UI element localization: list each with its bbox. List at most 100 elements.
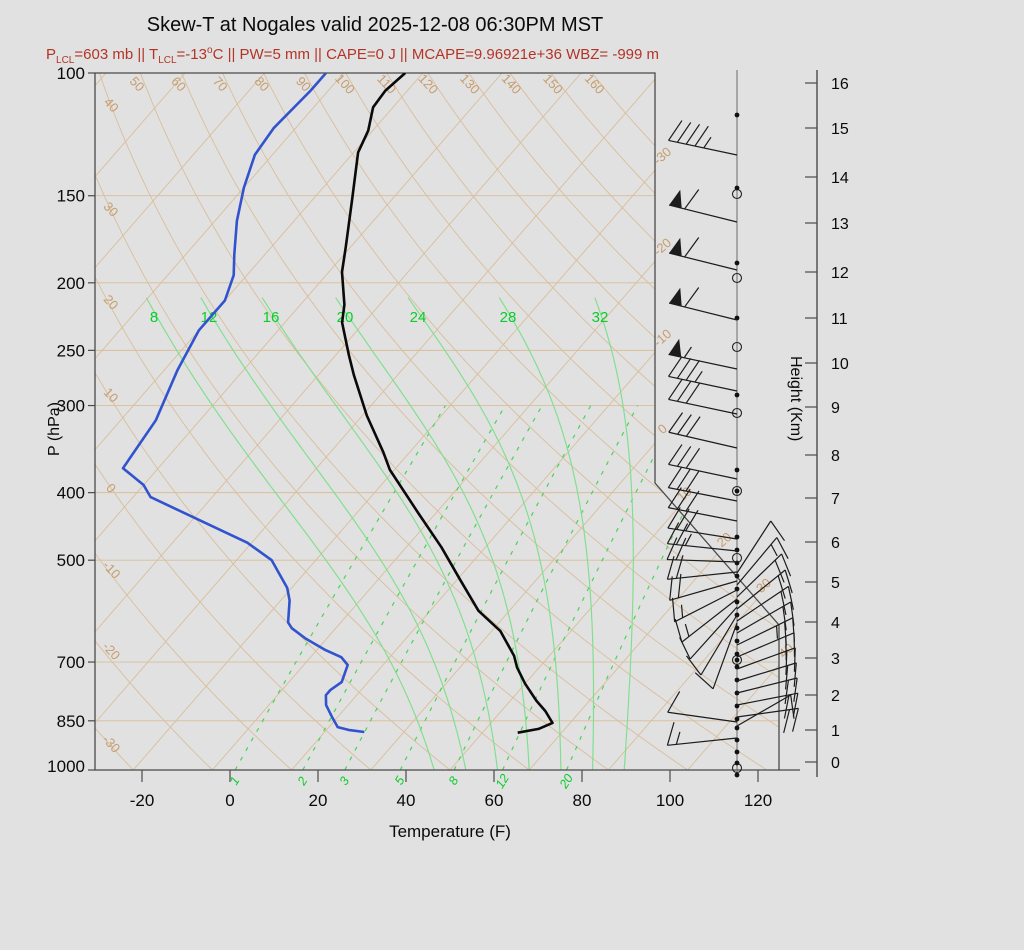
wind-barb-shaft <box>668 507 738 522</box>
wind-barb-feather <box>774 559 785 583</box>
height-tick-label: 12 <box>831 265 849 282</box>
wind-barb-feather <box>668 356 683 377</box>
wind-barb-feather <box>793 647 796 672</box>
dry-adiabat-line <box>95 73 292 770</box>
moist-adiabat-line <box>407 297 562 770</box>
station-dot <box>734 760 740 766</box>
dry-adiabat-line <box>550 73 779 770</box>
subtitle-part: P <box>46 46 57 63</box>
x-tick-label: 60 <box>485 791 504 810</box>
wind-barb-half-feather <box>684 533 692 546</box>
wind-barb-shaft <box>736 553 783 598</box>
height-tick-label: 2 <box>831 688 840 705</box>
isotherm-line <box>95 73 582 770</box>
wind-barb-feather <box>685 490 700 512</box>
dry-adiabat-label-top: 70 <box>210 74 231 95</box>
pressure-tick-label: 400 <box>57 484 85 503</box>
wind-barb-shaft <box>667 571 738 580</box>
pressure-tick-label: 300 <box>57 397 85 416</box>
wind-barb-feather <box>793 662 797 687</box>
dry-adiabat-line <box>98 73 688 770</box>
mixing-ratio-line <box>302 405 506 770</box>
wind-barb-feather <box>666 722 675 746</box>
moist-adiabat-line <box>335 297 530 770</box>
wind-barb-shaft <box>736 569 786 610</box>
wind-barb-feather <box>667 691 681 713</box>
dry-adiabat-line <box>95 73 213 770</box>
wind-barb-shaft <box>668 463 738 480</box>
wind-barb-feather <box>666 556 675 580</box>
dry-adiabat-line <box>304 73 779 770</box>
wind-barb-shaft <box>736 662 797 682</box>
moist-adiabat-label: 20 <box>337 309 354 326</box>
wind-barb-shaft <box>736 585 789 622</box>
wind-barb-feather <box>668 120 683 141</box>
station-dot <box>734 547 740 553</box>
x-tick-label: 20 <box>309 791 328 810</box>
wind-barb-feather <box>675 537 687 561</box>
wind-barb-feather <box>777 575 786 599</box>
isotherm-line <box>528 73 779 770</box>
wind-barb-feather <box>686 655 702 676</box>
height-tick-label: 4 <box>831 615 840 632</box>
wind-barb-feather <box>792 708 799 732</box>
isotherm-line <box>370 73 779 770</box>
isotherm-label: 20 <box>714 529 735 550</box>
pressure-tick-label: 150 <box>57 187 85 206</box>
station-dot <box>734 749 740 755</box>
station-circle <box>731 485 743 497</box>
mixing-ratio-label: 1 <box>227 774 243 787</box>
dry-adiabat-label-top: 140 <box>499 71 525 97</box>
height-tick-label: 5 <box>831 575 840 592</box>
station-dot <box>734 392 740 398</box>
wind-barb-shaft <box>736 632 795 658</box>
wind-barb-feather <box>685 447 701 469</box>
isotherm-line <box>95 73 503 770</box>
pressure-tick-label: 700 <box>57 653 85 672</box>
wind-barb-feather <box>676 446 692 467</box>
x-tick-label: 80 <box>573 791 592 810</box>
x-tick-label: 0 <box>225 791 234 810</box>
height-tick-label: 3 <box>831 651 840 668</box>
wind-barb-feather <box>676 468 691 490</box>
height-tick-label: 9 <box>831 400 840 417</box>
wind-barb-feather <box>684 287 700 308</box>
station-dot <box>734 725 740 731</box>
station-dot <box>734 260 740 266</box>
wind-barb-feather <box>666 537 678 560</box>
dry-adiabat-line <box>95 73 530 770</box>
wind-barb-feather <box>781 553 792 577</box>
wind-barb-feather <box>792 693 799 717</box>
pressure-axis: 100 150 200 250 300 400 500 700 850 1000 <box>47 64 95 776</box>
wind-barb-feather <box>675 555 684 579</box>
wind-barb-shaft <box>668 431 738 449</box>
wind-barb-feather <box>679 637 691 660</box>
isotherm-line <box>95 73 265 770</box>
wind-barb-feather <box>785 650 788 675</box>
dry-adiabat-label-left: 40 <box>101 94 122 115</box>
wind-barb-feather <box>684 189 700 210</box>
wind-barb-feather <box>685 123 701 145</box>
dry-adiabat-label-top: 100 <box>332 71 358 97</box>
height-tick-label: 11 <box>831 311 848 328</box>
dry-adiabat-line <box>263 73 779 770</box>
wind-barb-feather <box>694 125 709 147</box>
wind-barb-feather <box>667 487 682 508</box>
pressure-tick-label: 500 <box>57 551 85 570</box>
wind-barb-pennant <box>669 287 682 307</box>
station-dot <box>734 651 740 657</box>
height-tick-label: 13 <box>831 216 849 233</box>
moist-adiabat-line <box>145 297 435 770</box>
x-tick-label: 40 <box>397 791 416 810</box>
wind-barb-shaft <box>669 580 738 601</box>
moist-adiabat-line <box>498 297 595 770</box>
wind-barb-half-feather <box>770 544 778 557</box>
station-dot <box>734 599 740 605</box>
wind-barb-feather <box>793 677 798 702</box>
height-tick-label: 10 <box>831 356 849 373</box>
wind-barb-shaft <box>736 677 798 694</box>
mixing-ratio-line <box>453 405 639 770</box>
wind-barb-feather <box>671 597 676 622</box>
moist-adiabat-label: 16 <box>263 309 280 326</box>
